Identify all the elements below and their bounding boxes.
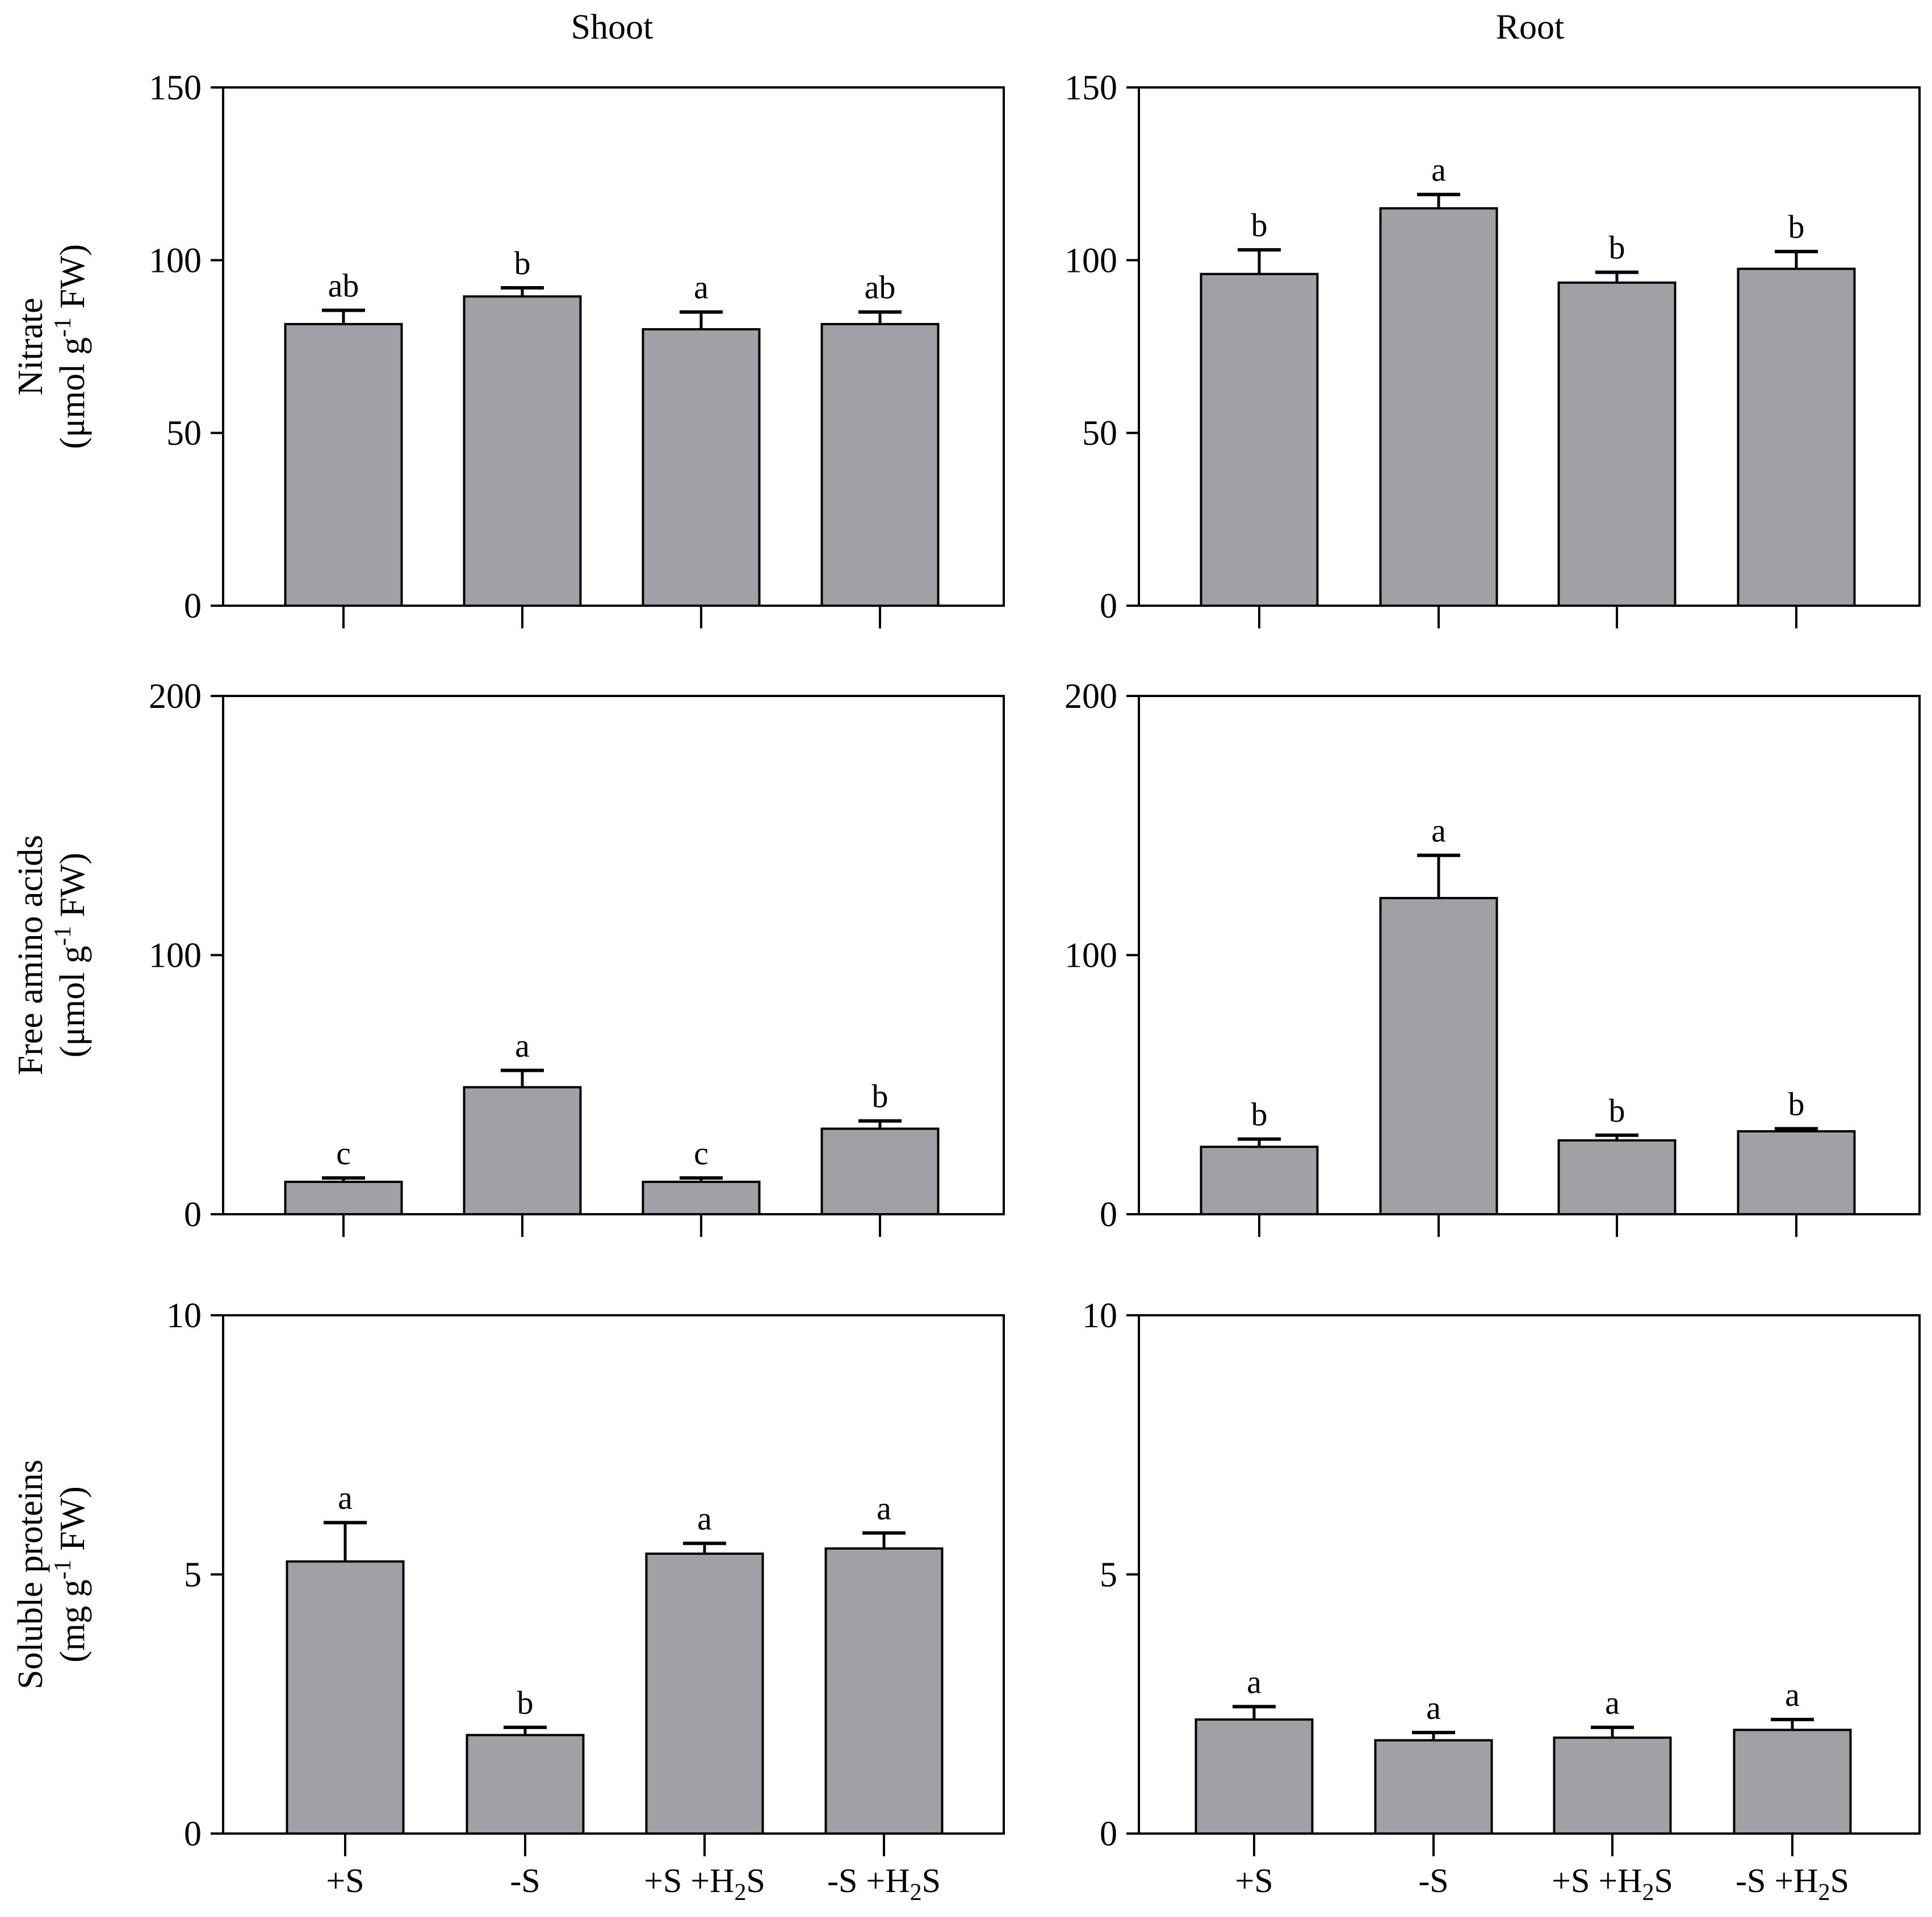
y-tick-label: 150 <box>149 69 202 107</box>
bar-plusS <box>284 1180 403 1215</box>
x-category-labels: +S -S +S +H2S -S +H2S +S -S +S +H2S -S +H2S <box>326 1862 1849 1906</box>
significance-letter: a <box>1605 1684 1620 1721</box>
panel-nitrate-root: 0 50 100 150 b a b b <box>1065 69 1921 628</box>
x-category-label: +S <box>1235 1862 1273 1899</box>
significance-letter: a <box>1431 812 1446 849</box>
bar-minusSplusH2S <box>820 322 940 607</box>
significance-letter: a <box>1426 1689 1441 1726</box>
y-tick-label: 5 <box>184 1556 202 1595</box>
significance-letter: b <box>514 245 531 282</box>
y-tick-label: 100 <box>1065 241 1117 280</box>
bar-plusSplusH2S <box>1557 1139 1677 1215</box>
significance-letter: a <box>1431 152 1446 188</box>
significance-letter: b <box>517 1684 534 1721</box>
y-tick-label: 0 <box>1100 1815 1117 1853</box>
y-tick-label: 100 <box>149 937 202 975</box>
y-tick-label: 0 <box>184 1195 202 1234</box>
y-tick-label: 0 <box>1100 587 1117 626</box>
significance-letter: b <box>1609 229 1625 266</box>
bar-plusSplusH2S <box>645 1552 764 1835</box>
significance-letter: c <box>694 1135 709 1172</box>
bar-minusSplusH2S <box>824 1547 944 1835</box>
bar-minusS <box>1379 897 1498 1215</box>
bar-minusS <box>1374 1739 1493 1835</box>
plot-frame <box>222 86 1005 607</box>
significance-letter: a <box>697 1500 712 1537</box>
bar-minusSplusH2S <box>820 1127 940 1215</box>
bar-minusS <box>463 1086 582 1215</box>
bar-plusSplusH2S <box>642 328 761 607</box>
significance-letter: b <box>1788 208 1805 245</box>
y-tick-label: 0 <box>184 587 202 626</box>
bar-plusS <box>284 322 403 607</box>
y-axis-unit: (mg g-1 FW) <box>50 1486 92 1663</box>
x-category-label: +S +H2S <box>1552 1862 1673 1906</box>
x-category-label: -S +H2S <box>827 1862 941 1906</box>
y-tick-label: 50 <box>1082 414 1117 453</box>
bar-minusSplusH2S <box>1737 1130 1856 1216</box>
bar-minusS <box>463 295 582 607</box>
significance-letter: a <box>1247 1663 1262 1700</box>
y-tick-label: 100 <box>149 241 202 280</box>
y-tick-label: 0 <box>1100 1195 1117 1234</box>
y-tick-label: 150 <box>1065 69 1117 107</box>
y-tick-label: 100 <box>1065 937 1117 975</box>
bar-minusSplusH2S <box>1737 267 1856 607</box>
bar-plusSplusH2S <box>1553 1736 1672 1835</box>
significance-letter: b <box>1251 207 1268 244</box>
x-category-label: -S <box>510 1862 540 1899</box>
significance-letter: b <box>1788 1085 1805 1122</box>
x-category-label: +S <box>326 1862 364 1899</box>
x-category-label: -S +H2S <box>1736 1862 1849 1906</box>
significance-letter: a <box>877 1490 891 1526</box>
y-axis-label: Nitrate <box>11 297 50 395</box>
plot-frame <box>1138 86 1921 607</box>
significance-letter: ab <box>865 269 896 306</box>
significance-letter: b <box>1609 1092 1625 1129</box>
column-title-shoot: Shoot <box>571 8 653 47</box>
column-title-root: Root <box>1496 8 1565 47</box>
bar-plusSplusH2S <box>1557 281 1677 607</box>
y-axis-label: Free amino acids <box>11 835 50 1076</box>
significance-letter: b <box>872 1078 889 1115</box>
x-category-label: +S +H2S <box>644 1862 765 1906</box>
y-tick-label: 10 <box>1082 1297 1117 1335</box>
bar-minusS <box>1379 207 1498 607</box>
y-axis-unit: (μmol g-1 FW) <box>50 244 92 449</box>
significance-letter: c <box>336 1135 351 1172</box>
significance-letter: a <box>694 269 709 306</box>
y-axis-label: Soluble proteins <box>11 1459 50 1689</box>
panel-amino-root: 0 100 200 b a b b <box>1065 677 1921 1237</box>
y-tick-label: 200 <box>1065 677 1117 716</box>
bar-plusS <box>1200 1146 1319 1216</box>
significance-letter: b <box>1251 1096 1268 1133</box>
bar-plusSplusH2S <box>642 1180 761 1215</box>
bar-plusS <box>1195 1718 1314 1835</box>
y-tick-label: 10 <box>166 1297 202 1335</box>
bar-minusSplusH2S <box>1733 1729 1852 1835</box>
panel-nitrate-shoot: 0 50 100 150 ab b a ab Nitrate (μmol g-1 FW) <box>11 69 1005 628</box>
panel-amino-shoot: 0 100 200 c a c b Free amino acids (μmol g-1 FW) <box>11 677 1005 1237</box>
significance-letter: a <box>1785 1676 1800 1713</box>
y-tick-label: 50 <box>166 414 202 453</box>
y-axis-unit: (μmol g-1 FW) <box>50 853 92 1058</box>
significance-letter: a <box>515 1027 530 1064</box>
bar-minusS <box>466 1734 585 1835</box>
x-category-label: -S <box>1418 1862 1448 1899</box>
panel-protein-root: 0 5 10 a a a a <box>1082 1297 1921 1856</box>
bar-plusS <box>286 1560 405 1835</box>
y-tick-label: 5 <box>1100 1556 1117 1595</box>
significance-letter: a <box>338 1479 353 1516</box>
significance-letter: ab <box>328 267 359 304</box>
bar-plusS <box>1200 272 1319 607</box>
y-tick-label: 200 <box>149 677 202 716</box>
y-tick-label: 0 <box>184 1815 202 1853</box>
panel-protein-shoot: 0 5 10 a b a a Soluble proteins (mg g-1 FW) <box>11 1297 1005 1856</box>
